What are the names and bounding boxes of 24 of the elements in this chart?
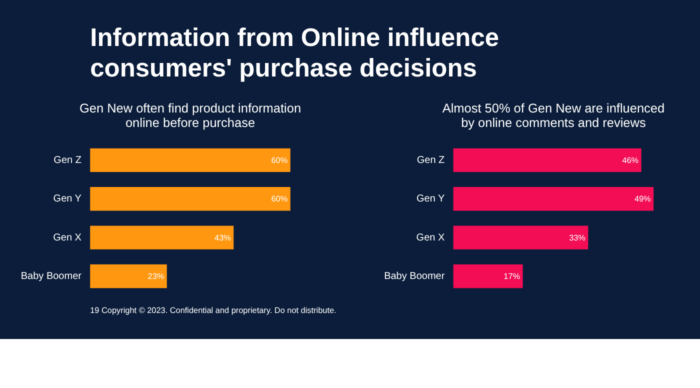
y-tick-label: Gen X: [53, 232, 82, 244]
chart-subtitle: Gen New often find product information online before purchase: [79, 100, 302, 130]
y-tick-label: Gen Y: [53, 194, 82, 205]
text: 19 Copyright © 2023. Confidential and proprietary. Do not distribute.: [90, 306, 336, 315]
data-label: 49%: [634, 194, 651, 204]
y-tick-label: Gen Z: [54, 154, 82, 166]
data-label: 33%: [569, 233, 586, 242]
bar: [453, 226, 588, 250]
data-label: 60%: [271, 156, 288, 165]
y-tick-label: Baby Boomer: [20, 270, 82, 282]
data-label: 46%: [622, 156, 639, 165]
bar: [453, 187, 654, 211]
data-label: 43%: [214, 233, 231, 242]
y-tick-label: Gen Z: [416, 154, 445, 166]
y-tick-label: Baby Boomer: [384, 270, 446, 282]
y-tick-label: Gen Y: [416, 194, 445, 205]
data-label: 17%: [504, 272, 520, 281]
bar: [453, 264, 523, 288]
data-label: 60%: [271, 194, 288, 204]
y-tick-label: Gen X: [416, 232, 445, 244]
chart-title: Information from Online influence consumers' purchase decisions: [90, 24, 500, 83]
bar: [453, 148, 642, 172]
data-label: 23%: [148, 272, 164, 281]
chart-title: Almost 50% of Gen New are influenced by online comments and reviews: [442, 100, 665, 130]
